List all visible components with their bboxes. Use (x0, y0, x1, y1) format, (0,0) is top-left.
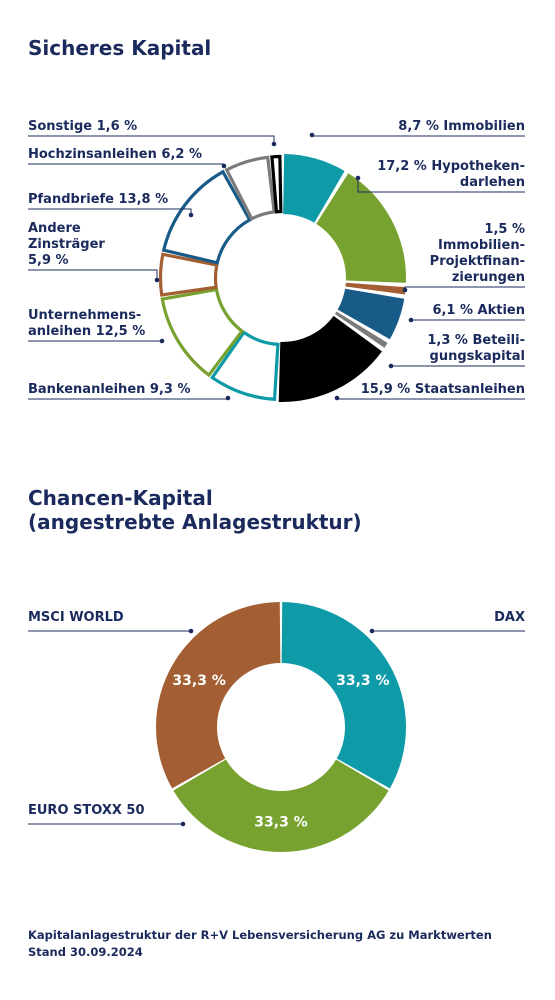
leader-dot-beteiligungskapital (388, 363, 394, 369)
leader-dot-euro-stoxx-50 (180, 821, 186, 827)
leader-line-hochzinsanleihen (28, 163, 225, 166)
leader-line-hypothekendarlehen (357, 178, 525, 193)
value-label-msci-world: 33,3 % (172, 673, 225, 689)
slice-hypothekendarlehen (316, 173, 407, 283)
label-staatsanleihen: 15,9 % Staatsanleihen (361, 382, 525, 397)
slice-andere-zinsträger (158, 252, 219, 297)
leader-dot-bankenanleihen (225, 395, 231, 401)
footnote-line-1: Kapitalanlagestruktur der R+V Lebensvers… (28, 928, 492, 942)
leader-dot-aktien (408, 317, 414, 323)
slice-euro-stoxx-50 (173, 759, 389, 852)
leader-dot-immobilien-projektfinanzierungen (402, 287, 408, 293)
value-label-euro-stoxx-50: 33,3 % (254, 815, 307, 831)
value-label-dax: 33,3 % (336, 673, 389, 689)
label-pfandbriefe: Pfandbriefe 13,8 % (28, 192, 168, 207)
slice-immobilien (283, 154, 345, 223)
footnote-line-2: Stand 30.09.2024 (28, 945, 143, 959)
chart-title-chancen-kapital: Chancen-Kapital (angestrebte Anlagestruk… (28, 486, 362, 534)
slice-msci-world (155, 602, 281, 789)
slice-aktien (337, 288, 405, 340)
label-sonstige: Sonstige 1,6 % (28, 119, 137, 134)
slice-beteiligungskapital (334, 311, 388, 348)
leader-line-bankenanleihen (28, 398, 229, 400)
label-hochzinsanleihen: Hochzinsanleihen 6,2 % (28, 147, 202, 162)
label-immobilien: 8,7 % Immobilien (398, 119, 525, 134)
label-msci-world: MSCI WORLD (28, 610, 124, 625)
chart-title-sicheres-kapital: Sicheres Kapital (28, 36, 212, 60)
leader-dot-immobilien (309, 132, 315, 138)
donut-chart-sicheres-kapital: 8,7 % Immobilien 17,2 % Hypotheken-darleh… (28, 119, 525, 402)
slice-bankenanleihen (210, 330, 280, 401)
label-hypothekendarlehen: 17,2 % Hypotheken-darlehen (377, 159, 525, 190)
leader-dot-dax (369, 628, 375, 634)
chart-title-line-1: Chancen-Kapital (28, 486, 213, 510)
leader-dot-pfandbriefe (188, 212, 194, 218)
leader-line-staatsanleihen (336, 398, 525, 400)
label-dax: DAX (494, 610, 525, 625)
label-euro-stoxx-50: EURO STOXX 50 (28, 803, 145, 818)
donut-chart-chancen-kapital: 33,3 % DAX 33,3 % EURO STOXX 50 33,3 % MSCI W… (28, 602, 525, 852)
slice-immobilien-projektfinanzierungen (345, 282, 406, 295)
leader-line-immobilien (311, 135, 525, 137)
leader-dot-hypothekendarlehen (355, 175, 361, 181)
leader-dot-unternehmensanleihen (159, 338, 165, 344)
label-aktien: 6,1 % Aktien (432, 303, 525, 318)
leader-line-sonstige (28, 135, 275, 144)
leader-line-andere-zinsträger (28, 269, 158, 280)
leader-dot-sonstige (271, 141, 277, 147)
label-unternehmensanleihen: Unternehmens-anleihen 12,5 % (28, 308, 145, 339)
leader-line-pfandbriefe (28, 208, 192, 215)
slice-hochzinsanleihen (224, 155, 276, 221)
label-beteiligungskapital: 1,3 % Beteili-gungskapital (427, 333, 525, 364)
slice-unternehmensanleihen (160, 287, 245, 378)
slice-dax (281, 602, 406, 789)
slice-staatsanleihen (278, 315, 382, 402)
leader-dot-msci-world (188, 628, 194, 634)
slice-sonstige (270, 154, 283, 214)
leader-dot-staatsanleihen (334, 395, 340, 401)
label-immobilien-projektfinanzierungen: 1,5 % Immobilien-Projektfinan-zierungen (430, 222, 525, 285)
footnote: Kapitalanlagestruktur der R+V Lebensvers… (28, 927, 492, 961)
label-andere-zinsträger: Andere Zinsträger 5,9 % (28, 221, 105, 268)
chart-title-line-2: (angestrebte Anlagestruktur) (28, 510, 362, 534)
leader-line-immobilien-projektfinanzierungen (404, 286, 525, 290)
leader-dot-hochzinsanleihen (221, 163, 227, 169)
slice-pfandbriefe (161, 169, 252, 265)
label-bankenanleihen: Bankenanleihen 9,3 % (28, 382, 191, 397)
leader-dot-andere-zinsträger (154, 277, 160, 283)
